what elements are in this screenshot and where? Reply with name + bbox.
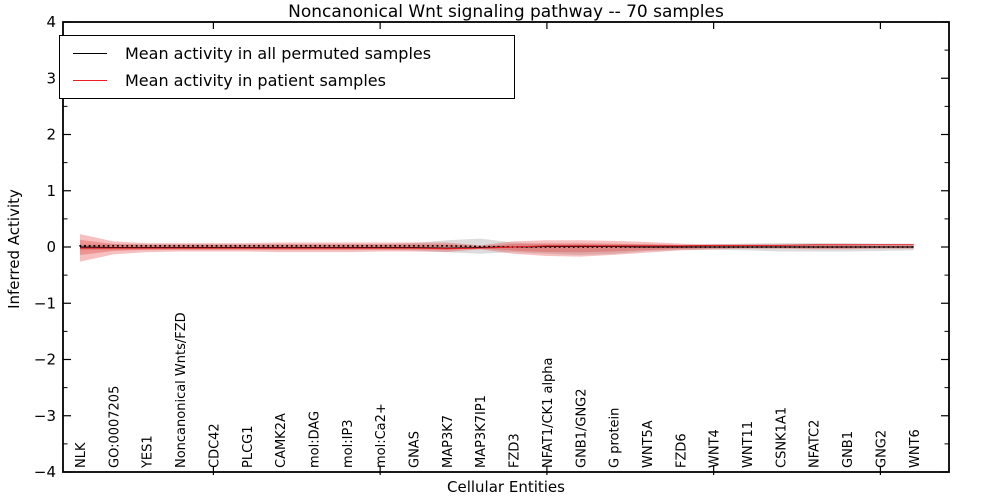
- x-axis-label: Cellular Entities: [447, 478, 565, 496]
- x-tick-label: Noncanonical Wnts/FZD: [174, 312, 189, 468]
- x-tick-label: WNT5A: [641, 420, 656, 468]
- x-tick-label: MAP3K7IP1: [474, 395, 489, 468]
- y-tick-label: 1: [46, 182, 56, 200]
- x-tick-label: GO:0007205: [107, 386, 122, 468]
- x-tick-label: WNT6: [908, 429, 923, 468]
- x-tick-label: mol:IP3: [341, 419, 356, 468]
- y-axis-label: Inferred Activity: [5, 189, 23, 309]
- y-tick-label: −4: [34, 463, 56, 481]
- legend-item-permuted: Mean activity in all permuted samples: [60, 44, 514, 64]
- x-tick-label: WNT4: [708, 429, 723, 468]
- y-tick-label: −2: [34, 351, 56, 369]
- chart-title: Noncanonical Wnt signaling pathway -- 70…: [288, 2, 724, 22]
- patient_mean: [80, 244, 914, 250]
- x-tick-label: CAMK2A: [274, 413, 289, 468]
- permuted_band: [80, 238, 914, 255]
- x-tick-label: PLCG1: [241, 425, 256, 468]
- x-tick-label: NLK: [74, 442, 89, 468]
- y-tick-label: −1: [34, 294, 56, 312]
- permuted-line-swatch: [73, 53, 107, 54]
- x-tick-label: MAP3K7: [441, 415, 456, 468]
- y-tick-label: 3: [46, 69, 56, 87]
- x-tick-label: WNT11: [741, 421, 756, 468]
- x-tick-label: GNB1: [841, 431, 856, 468]
- x-tick-label: CSNK1A1: [774, 407, 789, 468]
- x-tick-label: mol:Ca2+: [374, 403, 389, 468]
- x-tick-label: YES1: [141, 435, 156, 469]
- y-tick-label: 2: [46, 126, 56, 144]
- x-tick-label: GNB1/GNG2: [574, 388, 589, 468]
- x-tick-label: CDC42: [207, 423, 222, 468]
- legend-box: Mean activity in all permuted samples Me…: [59, 35, 515, 99]
- x-tick-label: GNG2: [874, 430, 889, 468]
- legend-label-permuted: Mean activity in all permuted samples: [125, 44, 432, 63]
- y-tick-label: 0: [46, 238, 56, 256]
- y-tick-label: 4: [46, 13, 56, 31]
- x-tick-label: NFAT1/CK1 alpha: [541, 357, 556, 468]
- x-tick-label: FZD6: [674, 433, 689, 468]
- patient-line-swatch: [73, 80, 107, 81]
- legend-label-patient: Mean activity in patient samples: [125, 71, 386, 90]
- x-tick-label: FZD3: [508, 433, 523, 468]
- x-tick-label: mol:DAG: [307, 411, 322, 468]
- x-tick-label: NFATC2: [808, 420, 823, 468]
- permuted_dotted: [79, 245, 915, 248]
- legend-item-patient: Mean activity in patient samples: [60, 71, 514, 91]
- y-tick-label: −3: [34, 407, 56, 425]
- x-tick-label: G protein: [608, 408, 623, 468]
- x-tick-label: GNAS: [408, 431, 423, 468]
